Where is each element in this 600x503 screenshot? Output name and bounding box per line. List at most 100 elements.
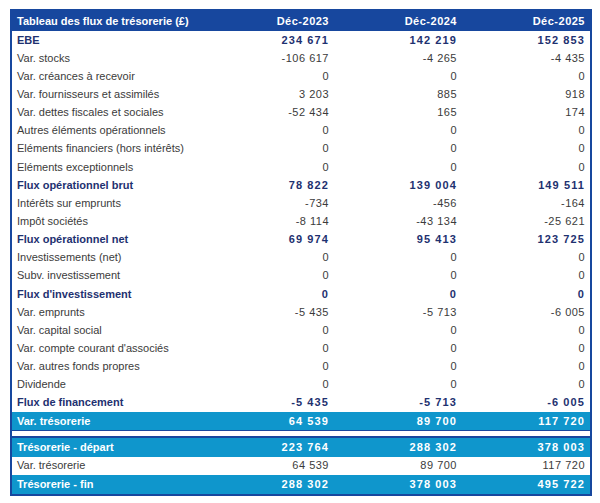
table-header-row: Tableau des flux de trésorerie (£) Déc-2…	[12, 11, 590, 31]
table-row: Trésorerie - départ223 764288 302378 003	[12, 438, 590, 457]
table-row: Var. compte courant d'associés000	[12, 339, 590, 357]
table-row: Var. autres fonds propres000	[12, 358, 590, 376]
row-value: 0	[334, 162, 462, 173]
table-row: Flux opérationnel brut78 822139 004149 5…	[12, 176, 590, 194]
row-value: 149 511	[462, 180, 590, 191]
table-row: Var. capital social000	[12, 321, 590, 339]
row-value: -456	[334, 198, 462, 209]
row-value: 0	[462, 125, 590, 136]
row-value: 142 219	[334, 35, 462, 46]
row-value: 378 003	[334, 479, 462, 490]
column-header-dec-2025: Déc-2025	[462, 16, 590, 27]
row-value: 495 722	[462, 479, 590, 490]
row-value: 0	[334, 270, 462, 281]
cash-flow-table: Tableau des flux de trésorerie (£) Déc-2…	[10, 9, 592, 496]
row-value: 64 539	[206, 416, 334, 427]
row-value: 378 003	[462, 442, 590, 453]
table-row: Var. dettes fiscales et sociales-52 4341…	[12, 104, 590, 122]
table-row: Flux de financement-5 435-5 713-6 005	[12, 394, 590, 412]
row-value: 0	[462, 343, 590, 354]
row-value: 0	[462, 143, 590, 154]
table-row: Var. emprunts-5 435-5 713-6 005	[12, 303, 590, 321]
row-label: Var. capital social	[12, 325, 206, 336]
row-label: Var. autres fonds propres	[12, 361, 206, 372]
row-value: -5 435	[206, 397, 334, 408]
row-label: Trésorerie - départ	[12, 442, 206, 453]
row-value: -6 005	[462, 307, 590, 318]
table-body: EBE234 671142 219152 853Var. stocks-106 …	[12, 31, 590, 494]
row-label: Var. emprunts	[12, 307, 206, 318]
table-row: Var. stocks-106 617-4 265-4 435	[12, 49, 590, 67]
row-label: Eléments financiers (hors intérêts)	[12, 143, 206, 154]
row-value: -106 617	[206, 53, 334, 64]
row-value: -52 434	[206, 107, 334, 118]
row-value: -4 435	[462, 53, 590, 64]
row-value: 0	[206, 252, 334, 263]
row-label: Var. trésorerie	[12, 460, 206, 471]
row-value: 0	[462, 71, 590, 82]
table-section-divider	[12, 430, 590, 438]
table-title: Tableau des flux de trésorerie (£)	[12, 16, 206, 27]
table-row: Eléments exceptionnels000	[12, 158, 590, 176]
row-value: 64 539	[206, 460, 334, 471]
column-header-dec-2024: Déc-2024	[334, 16, 462, 27]
row-value: 288 302	[206, 479, 334, 490]
row-value: 223 764	[206, 442, 334, 453]
row-value: 0	[334, 289, 462, 300]
row-label: Var. compte courant d'associés	[12, 343, 206, 354]
row-value: 0	[334, 325, 462, 336]
table-row: Intérêts sur emprunts-734-456-164	[12, 194, 590, 212]
row-label: Dividende	[12, 379, 206, 390]
row-label: Intérêts sur emprunts	[12, 198, 206, 209]
row-value: 0	[206, 361, 334, 372]
row-value: 0	[462, 162, 590, 173]
table-row: Dividende000	[12, 376, 590, 394]
table-row: Eléments financiers (hors intérêts)000	[12, 140, 590, 158]
row-value: 0	[206, 162, 334, 173]
table-row: Var. trésorerie64 53989 700117 720	[12, 412, 590, 430]
row-label: Var. stocks	[12, 53, 206, 64]
row-value: 0	[462, 325, 590, 336]
row-label: Flux opérationnel brut	[12, 180, 206, 191]
row-value: 78 822	[206, 180, 334, 191]
row-value: 0	[334, 252, 462, 263]
row-value: 89 700	[334, 416, 462, 427]
row-value: 0	[334, 143, 462, 154]
table-row: Autres éléments opérationnels000	[12, 122, 590, 140]
row-value: 0	[334, 343, 462, 354]
table-row: Trésorerie - fin288 302378 003495 722	[12, 475, 590, 494]
table-row: Var. fournisseurs et assimilés3 20388591…	[12, 85, 590, 103]
row-value: -5 713	[334, 397, 462, 408]
row-value: 234 671	[206, 35, 334, 46]
row-value: 0	[462, 270, 590, 281]
row-value: 918	[462, 89, 590, 100]
row-value: 0	[206, 325, 334, 336]
table-row: Var. créances à recevoir000	[12, 67, 590, 85]
table-row: Flux d'investissement000	[12, 285, 590, 303]
row-value: -8 114	[206, 216, 334, 227]
row-label: Flux opérationnel net	[12, 234, 206, 245]
table-row: Subv. investissement000	[12, 267, 590, 285]
row-value: -5 435	[206, 307, 334, 318]
row-label: Eléments exceptionnels	[12, 162, 206, 173]
table-row: EBE234 671142 219152 853	[12, 31, 590, 49]
table-row: Flux opérationnel net69 97495 413123 725	[12, 231, 590, 249]
row-label: Var. trésorerie	[12, 416, 206, 427]
row-value: -43 134	[334, 216, 462, 227]
row-value: -164	[462, 198, 590, 209]
row-value: 3 203	[206, 89, 334, 100]
row-value: 0	[462, 379, 590, 390]
row-value: 139 004	[334, 180, 462, 191]
row-value: -4 265	[334, 53, 462, 64]
row-label: Var. dettes fiscales et sociales	[12, 107, 206, 118]
row-value: 69 974	[206, 234, 334, 245]
row-label: Flux de financement	[12, 397, 206, 408]
row-value: 123 725	[462, 234, 590, 245]
row-value: 117 720	[462, 460, 590, 471]
row-value: 174	[462, 107, 590, 118]
row-value: 0	[206, 125, 334, 136]
row-label: Autres éléments opérationnels	[12, 125, 206, 136]
row-label: Subv. investissement	[12, 270, 206, 281]
row-value: -6 005	[462, 397, 590, 408]
row-value: 165	[334, 107, 462, 118]
